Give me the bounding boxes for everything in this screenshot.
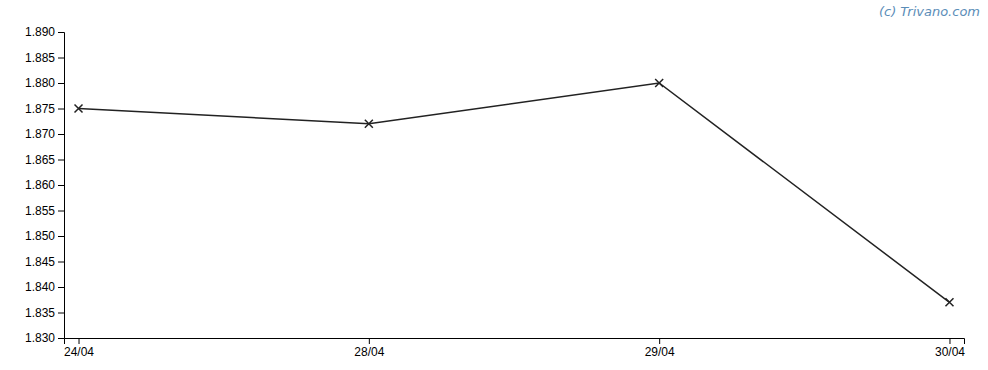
y-tick: 1.890 (25, 25, 64, 39)
marker (945, 298, 953, 306)
y-tick: 1.845 (25, 255, 64, 269)
y-tick-label: 1.880 (25, 76, 55, 90)
y-tick-label: 1.835 (25, 306, 55, 320)
x-tick-label: 28/04 (354, 345, 384, 359)
x-tick-mark (659, 338, 660, 344)
y-tick-label: 1.845 (25, 255, 55, 269)
x-axis: 24/04 28/04 29/04 30/04 (64, 338, 965, 359)
y-tick-label: 1.840 (25, 280, 55, 294)
chart: 24/04 28/04 29/04 30/04 1.830 1.835 1.840 1.845… (0, 0, 988, 370)
y-tick-mark (58, 32, 64, 33)
y-axis-line (58, 33, 65, 339)
y-tick-mark (58, 58, 64, 59)
y-tick: 1.830 (25, 331, 64, 345)
y-tick: 1.870 (25, 127, 64, 141)
y-tick-label: 1.860 (25, 178, 55, 192)
y-tick: 1.835 (25, 306, 64, 320)
y-tick-label: 1.830 (25, 331, 55, 345)
y-tick-label: 1.850 (25, 229, 55, 243)
y-tick-label: 1.890 (25, 25, 55, 39)
y-tick: 1.850 (25, 229, 64, 243)
y-tick-label: 1.865 (25, 153, 55, 167)
y-tick-mark (58, 287, 64, 288)
y-tick-label: 1.875 (25, 102, 55, 116)
line (79, 83, 950, 302)
y-tick-mark (58, 338, 64, 339)
x-tick-mark (79, 338, 80, 344)
x-axis-line (65, 339, 965, 345)
y-tick: 1.840 (25, 280, 64, 294)
marker (655, 79, 663, 87)
annotation: (c) Trivano.com (879, 4, 980, 19)
x-tick-mark (949, 338, 950, 344)
y-tick: 1.860 (25, 178, 64, 192)
y-tick: 1.885 (25, 51, 64, 65)
y-tick-mark (58, 160, 64, 161)
x-tick-mark (369, 338, 370, 344)
plot: 24/04 28/04 29/04 30/04 1.830 1.835 1.840 1.845… (25, 25, 965, 358)
y-tick-mark (58, 109, 64, 110)
y-tick-mark (58, 236, 64, 237)
series (75, 79, 954, 306)
y-tick-mark (58, 211, 64, 212)
y-tick-mark (58, 134, 64, 135)
x-tick: 24/04 (64, 338, 94, 359)
x-tick: 30/04 (935, 338, 965, 359)
x-tick-label: 29/04 (645, 345, 675, 359)
x-tick: 28/04 (354, 338, 384, 359)
y-tick-mark (58, 83, 64, 84)
y-tick-label: 1.855 (25, 204, 55, 218)
y-tick-label: 1.870 (25, 127, 55, 141)
x-tick: 29/04 (645, 338, 675, 359)
y-tick: 1.865 (25, 153, 64, 167)
y-tick-mark (58, 185, 64, 186)
x-tick-label: 30/04 (935, 345, 965, 359)
marker (75, 105, 83, 113)
y-tick-mark (58, 313, 64, 314)
y-tick: 1.855 (25, 204, 64, 218)
y-tick: 1.880 (25, 76, 64, 90)
y-tick-label: 1.885 (25, 51, 55, 65)
y-tick: 1.875 (25, 102, 64, 116)
y-tick-mark (58, 262, 64, 263)
y-axis: 1.830 1.835 1.840 1.845 1.850 1.855 1.860 1.865… (25, 25, 65, 345)
x-tick-label: 24/04 (64, 345, 94, 359)
marker (365, 120, 373, 128)
